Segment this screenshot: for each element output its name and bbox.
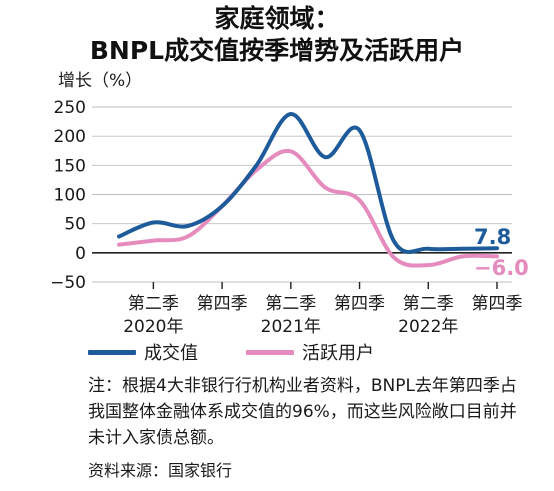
legend-label-users: 活跃用户 — [302, 343, 374, 364]
series-line-users — [117, 148, 499, 268]
x-tick-quarter: 第二季 — [265, 294, 316, 314]
x-tick-year: 2021年 — [261, 317, 321, 337]
legend-swatch-users — [246, 349, 294, 355]
y-tick-label: 0 — [75, 244, 86, 264]
legend-item-value: 成交值 — [88, 339, 198, 365]
x-tick-quarter: 第二季 — [403, 294, 454, 314]
legend: 成交值 活跃用户 — [88, 339, 374, 365]
legend-item-users: 活跃用户 — [246, 339, 374, 365]
y-axis-label: 增长（%） — [58, 71, 142, 91]
end-label-value: 7.8 — [474, 225, 511, 249]
x-tick-year: 2022年 — [398, 317, 458, 337]
x-tick-quarter: 第四季 — [334, 294, 385, 314]
x-tick-year: 2020年 — [123, 317, 183, 337]
end-label-users: −6.0 — [474, 256, 529, 280]
footnote: 注：根据4大非银行行机构业者资料，BNPL去年第四季占我国整体金融体系成交值的9… — [88, 376, 517, 448]
x-tick-quarter: 第四季 — [197, 294, 248, 314]
source-line: 资料来源：国家银行 — [88, 461, 233, 480]
legend-label-value: 成交值 — [144, 343, 198, 364]
chart-title-line1: 家庭领域： — [214, 4, 340, 33]
y-tick-label: 150 — [54, 156, 86, 176]
x-tick-quarter: 第四季 — [472, 294, 523, 314]
y-tick-label: 50 — [64, 215, 86, 235]
y-tick-label: 200 — [54, 127, 86, 147]
x-tick-quarter: 第二季 — [128, 294, 179, 314]
y-tick-label: 100 — [54, 186, 86, 206]
y-tick-label: 250 — [54, 98, 86, 118]
series-line-value — [117, 112, 499, 254]
y-tick-label: −50 — [50, 273, 86, 293]
legend-swatch-value — [88, 349, 136, 355]
chart-title-line2: BNPL成交值按季增势及活跃用户 — [89, 36, 465, 65]
